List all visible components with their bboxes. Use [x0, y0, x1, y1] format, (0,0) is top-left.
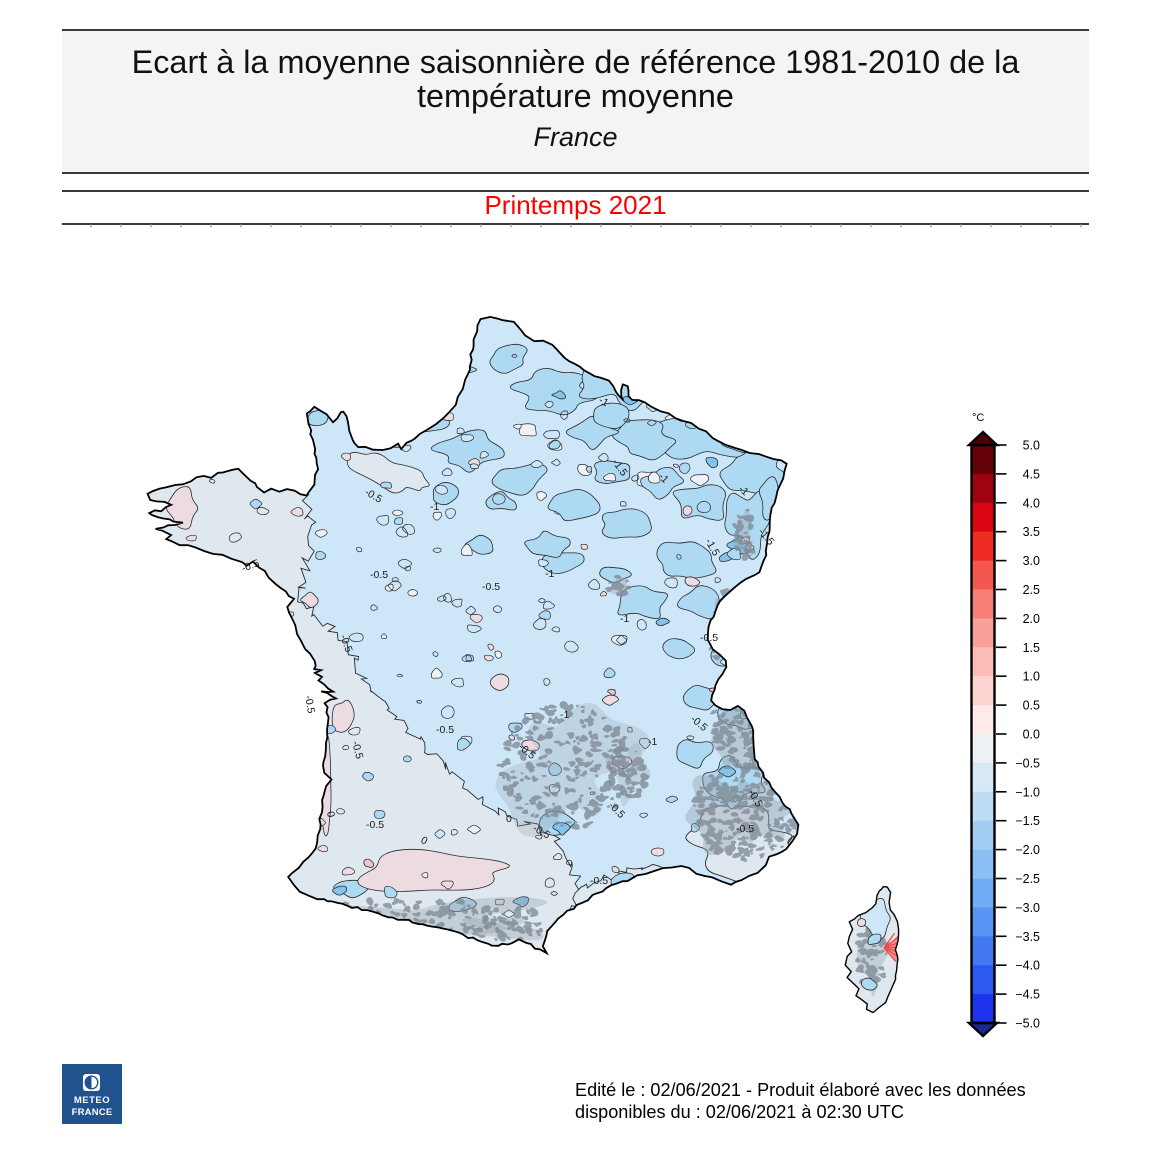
svg-text:-1: -1 [545, 568, 554, 580]
svg-text:-0.5: -0.5 [337, 633, 355, 654]
svg-text:-0.5: -0.5 [590, 875, 608, 887]
svg-text:−4.0: −4.0 [1015, 959, 1040, 973]
svg-text:0: 0 [506, 813, 512, 825]
svg-text:-0.5: -0.5 [366, 819, 384, 831]
svg-text:-0.5: -0.5 [370, 569, 388, 581]
svg-text:0.5: 0.5 [1023, 699, 1040, 713]
svg-text:-1: -1 [560, 709, 569, 721]
svg-text:1.0: 1.0 [1023, 670, 1040, 684]
svg-text:0: 0 [324, 810, 337, 818]
svg-text:5.0: 5.0 [1023, 439, 1040, 453]
svg-text:-1: -1 [430, 501, 439, 513]
svg-text:-1: -1 [648, 736, 657, 748]
svg-text:-0.5: -0.5 [302, 694, 317, 714]
svg-text:-0.5: -0.5 [349, 740, 365, 761]
svg-text:−1.0: −1.0 [1015, 785, 1040, 799]
svg-text:0: 0 [419, 834, 430, 847]
svg-text:−3.0: −3.0 [1015, 901, 1040, 915]
svg-text:3.0: 3.0 [1023, 554, 1040, 568]
svg-text:−1.5: −1.5 [1015, 814, 1040, 828]
svg-text:°C: °C [972, 412, 984, 424]
svg-text:-1: -1 [620, 613, 629, 625]
svg-text:4.5: 4.5 [1023, 467, 1040, 481]
svg-text:−2.0: −2.0 [1015, 843, 1040, 857]
svg-text:0.0: 0.0 [1023, 728, 1040, 742]
svg-text:2.5: 2.5 [1023, 583, 1040, 597]
svg-text:1.5: 1.5 [1023, 641, 1040, 655]
svg-text:-0.5: -0.5 [436, 724, 454, 736]
svg-text:2.0: 2.0 [1023, 612, 1040, 626]
svg-text:-0.5: -0.5 [736, 823, 754, 835]
svg-text:−4.5: −4.5 [1015, 988, 1040, 1002]
svg-text:−0.5: −0.5 [1015, 756, 1040, 770]
svg-text:-0.5: -0.5 [482, 581, 500, 593]
svg-text:-0.5: -0.5 [240, 557, 261, 575]
svg-text:3.5: 3.5 [1023, 525, 1040, 539]
svg-text:4.0: 4.0 [1023, 496, 1040, 510]
svg-text:-0.5: -0.5 [700, 632, 718, 644]
svg-text:−5.0: −5.0 [1015, 1017, 1040, 1031]
svg-text:−3.5: −3.5 [1015, 930, 1040, 944]
svg-text:−2.5: −2.5 [1015, 872, 1040, 886]
